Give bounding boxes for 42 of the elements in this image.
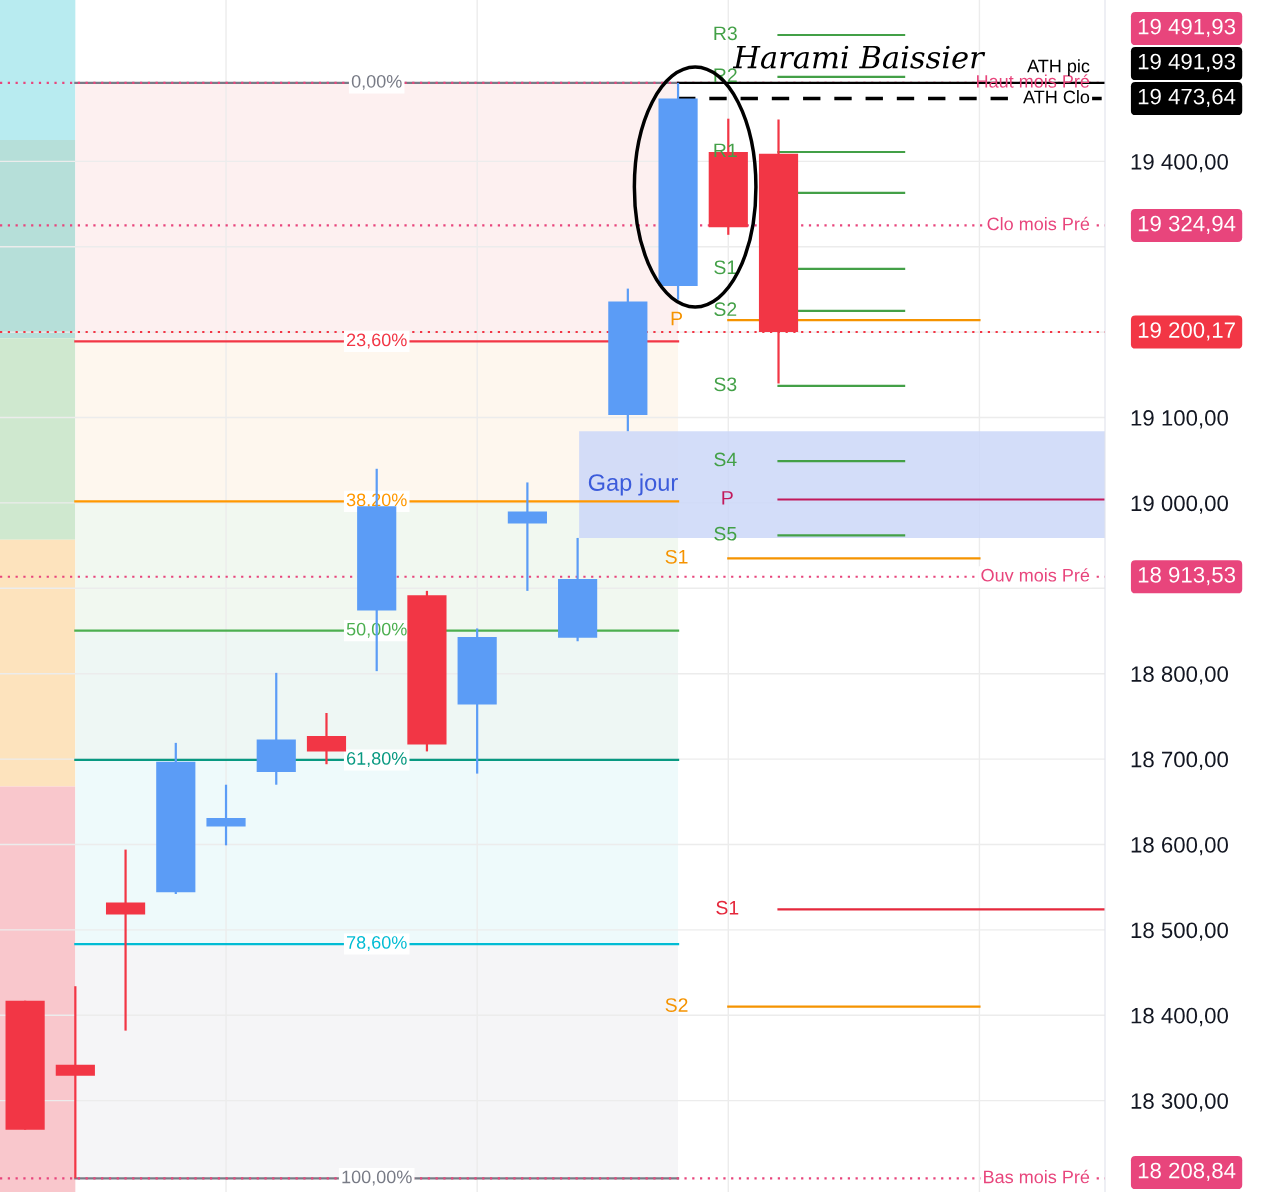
candlestick (206, 783, 246, 847)
annotation: 78,60% (347, 936, 407, 951)
ref-line-label: R3 (714, 26, 737, 41)
annotation: 23,60% (347, 333, 407, 349)
ref-line-label: Bas mois Pré (984, 1169, 1090, 1184)
band-label: Gap jour (588, 473, 678, 496)
ref-line-label: S5 (714, 526, 737, 541)
y-tick-label: 18 600,00 (1131, 837, 1228, 856)
y-tick-label: 18 500,00 (1131, 922, 1228, 941)
text: 19 324,94 (1138, 215, 1236, 235)
y-tick-label: 19 400,00 (1131, 153, 1228, 173)
y-tick-label: 18 300,00 (1131, 1093, 1228, 1112)
ref-line-label: ATH Clo (1023, 90, 1090, 104)
annotation: Harami Baissier (732, 45, 986, 69)
ref-line-label: P (722, 491, 733, 505)
y-tick-label: 18 700,00 (1131, 751, 1228, 770)
ref-line-label: S4 (714, 452, 737, 467)
candlestick (507, 481, 547, 592)
ref-line-label: S1 (665, 549, 688, 564)
annotation: 100,00% (342, 1170, 412, 1186)
y-tick-label: 18 400,00 (1131, 1007, 1228, 1027)
annotation: 0,00% (351, 74, 402, 90)
text: 19 200,17 (1138, 322, 1235, 341)
text: 19 473,64 (1138, 88, 1236, 108)
ref-line-label: P (671, 311, 683, 326)
candlestick (105, 848, 146, 1032)
ref-line-label: S1 (716, 900, 739, 915)
y-tick-label: 18 800,00 (1131, 666, 1228, 685)
text: 18 208,84 (1138, 1162, 1236, 1182)
ref-line-label: S2 (665, 998, 688, 1012)
ref-line-label: Clo mois Pré (987, 216, 1090, 231)
y-tick-label: 19 000,00 (1131, 495, 1228, 514)
ref-line-label: Ouv mois Pré (981, 568, 1090, 582)
ref-line-label: S3 (714, 377, 737, 392)
text: 19 491,93 (1138, 53, 1236, 73)
candlestick (55, 985, 95, 1180)
ref-line-label: S2 (714, 302, 737, 317)
y-tick-label: 19 100,00 (1131, 410, 1228, 429)
text: 19 491,93 (1138, 18, 1236, 38)
text: 18 913,53 (1138, 566, 1236, 586)
annotation: 61,80% (347, 752, 407, 767)
ref-line-label: S1 (714, 260, 737, 275)
